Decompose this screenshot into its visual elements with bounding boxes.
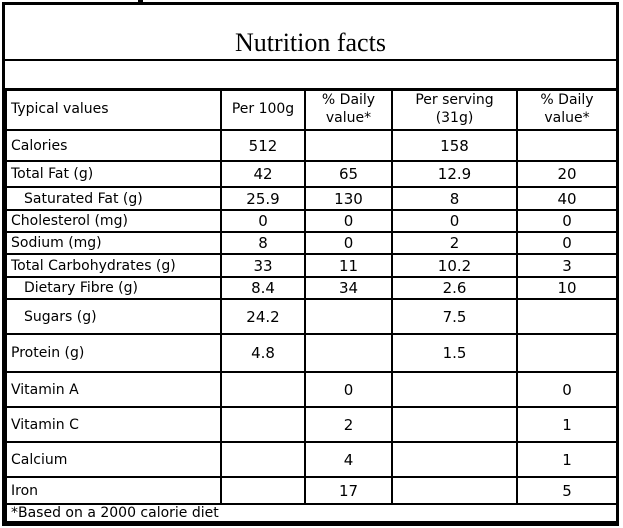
row-value: 2 <box>391 231 518 255</box>
header-daily-value-1: % Daily value* <box>304 88 393 131</box>
row-value: 12.9 <box>391 160 518 188</box>
table-row: Cholesterol (mg) 0 0 0 0 <box>5 209 618 233</box>
row-label: Saturated Fat (g) <box>5 186 222 211</box>
row-value: 34 <box>304 276 393 300</box>
row-value <box>516 129 618 162</box>
header-per-100g: Per 100g <box>220 88 306 131</box>
row-label: Total Fat (g) <box>5 160 222 188</box>
row-value: 8 <box>391 186 518 211</box>
nutrition-table: Typical values Per 100g % Daily value* P… <box>5 87 618 523</box>
row-value <box>391 371 518 408</box>
row-value: 130 <box>304 186 393 211</box>
row-label: Calories <box>5 129 222 162</box>
row-value: 1 <box>516 406 618 443</box>
row-value <box>220 406 306 443</box>
row-value: 42 <box>220 160 306 188</box>
row-label: Protein (g) <box>5 333 222 373</box>
row-value: 33 <box>220 253 306 278</box>
row-value: 4 <box>304 441 393 478</box>
footnote-row: *Based on a 2000 calorie diet <box>5 503 618 523</box>
row-value: 24.2 <box>220 298 306 335</box>
row-value: 7.5 <box>391 298 518 335</box>
table-body: Calories 512 158 Total Fat (g) 42 65 12.9 20 Sat… <box>5 129 618 505</box>
table-row: Calories 512 158 <box>5 129 618 162</box>
row-value <box>304 298 393 335</box>
header-typical-values: Typical values <box>5 88 222 131</box>
spacer-band <box>5 61 616 88</box>
row-value <box>220 371 306 408</box>
row-value: 20 <box>516 160 618 188</box>
row-value: 11 <box>304 253 393 278</box>
row-value: 10 <box>516 276 618 300</box>
row-label: Dietary Fibre (g) <box>5 276 222 300</box>
table-row: Total Carbohydrates (g) 33 11 10.2 3 <box>5 253 618 278</box>
row-value: 512 <box>220 129 306 162</box>
row-value: 5 <box>516 476 618 505</box>
row-value <box>516 298 618 335</box>
table-row: Dietary Fibre (g) 8.4 34 2.6 10 <box>5 276 618 300</box>
row-value <box>391 406 518 443</box>
header-per-serving: Per serving (31g) <box>391 88 518 131</box>
row-label: Sugars (g) <box>5 298 222 335</box>
row-value <box>391 476 518 505</box>
table-row: Calcium 4 1 <box>5 441 618 478</box>
row-value: 0 <box>516 231 618 255</box>
row-value: 3 <box>516 253 618 278</box>
row-value: 0 <box>304 371 393 408</box>
row-label: Calcium <box>5 441 222 478</box>
table-row: Iron 17 5 <box>5 476 618 505</box>
row-value <box>220 476 306 505</box>
row-label: Cholesterol (mg) <box>5 209 222 233</box>
row-label: Sodium (mg) <box>5 231 222 255</box>
row-label: Total Carbohydrates (g) <box>5 253 222 278</box>
row-value: 0 <box>391 209 518 233</box>
row-value: 1 <box>516 441 618 478</box>
row-value <box>220 441 306 478</box>
header-daily-value-2: % Daily value* <box>516 88 618 131</box>
table-row: Sodium (mg) 8 0 2 0 <box>5 231 618 255</box>
row-value: 40 <box>516 186 618 211</box>
crop-artifact <box>138 0 143 3</box>
table-row: Vitamin C 2 1 <box>5 406 618 443</box>
row-value: 8.4 <box>220 276 306 300</box>
row-label: Iron <box>5 476 222 505</box>
table-footer: *Based on a 2000 calorie diet <box>5 503 618 523</box>
table-row: Saturated Fat (g) 25.9 130 8 40 <box>5 186 618 211</box>
row-value <box>304 129 393 162</box>
panel-title: Nutrition facts <box>5 5 616 61</box>
table-header-row: Typical values Per 100g % Daily value* P… <box>5 88 618 131</box>
row-label: Vitamin A <box>5 371 222 408</box>
row-value <box>391 441 518 478</box>
table-row: Sugars (g) 24.2 7.5 <box>5 298 618 335</box>
row-value <box>304 333 393 373</box>
row-value: 65 <box>304 160 393 188</box>
row-value <box>516 333 618 373</box>
table-row: Total Fat (g) 42 65 12.9 20 <box>5 160 618 188</box>
row-value: 2 <box>304 406 393 443</box>
table-row: Vitamin A 0 0 <box>5 371 618 408</box>
row-value: 0 <box>516 209 618 233</box>
row-value: 0 <box>516 371 618 408</box>
row-label: Vitamin C <box>5 406 222 443</box>
row-value: 25.9 <box>220 186 306 211</box>
row-value: 17 <box>304 476 393 505</box>
row-value: 10.2 <box>391 253 518 278</box>
row-value: 4.8 <box>220 333 306 373</box>
row-value: 1.5 <box>391 333 518 373</box>
table-row: Protein (g) 4.8 1.5 <box>5 333 618 373</box>
row-value: 2.6 <box>391 276 518 300</box>
row-value: 0 <box>304 209 393 233</box>
row-value: 8 <box>220 231 306 255</box>
row-value: 0 <box>304 231 393 255</box>
row-value: 0 <box>220 209 306 233</box>
footnote: *Based on a 2000 calorie diet <box>5 503 618 523</box>
row-value: 158 <box>391 129 518 162</box>
